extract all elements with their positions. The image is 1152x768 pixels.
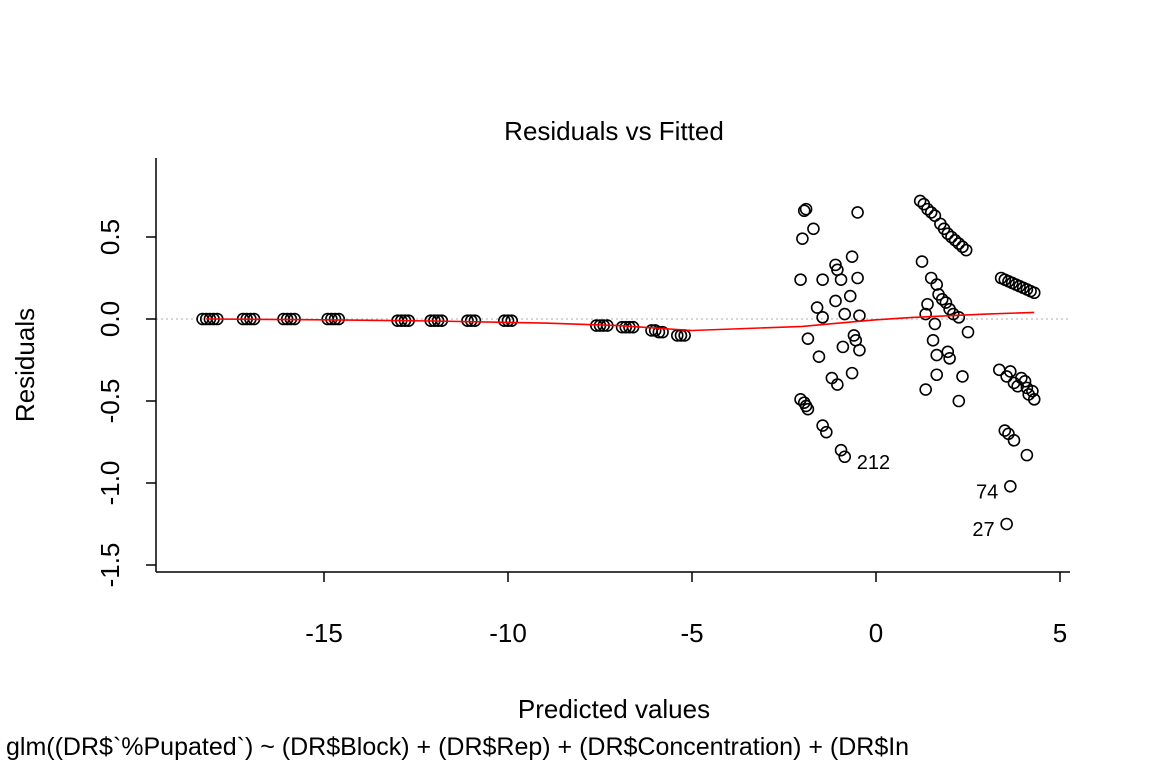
data-point: [926, 334, 940, 347]
data-point: [941, 345, 955, 359]
data-point: [831, 378, 844, 391]
x-tick-label: 0: [869, 618, 883, 648]
data-point: [930, 348, 944, 362]
data-point: [1015, 371, 1028, 385]
data-point: [919, 383, 932, 396]
data-point: [961, 325, 975, 339]
data-point: [328, 312, 342, 326]
data-point: [810, 301, 824, 314]
data-points: [196, 194, 1041, 531]
point-labels: 212 74 27: [857, 452, 999, 541]
x-axis-ticks: -15 -10 -5 0 5: [305, 572, 1067, 648]
data-point: [992, 363, 1006, 377]
data-point: [948, 233, 962, 247]
data-point: [796, 232, 809, 245]
data-point: [812, 350, 826, 364]
data-point: [845, 250, 859, 263]
data-point: [959, 243, 973, 257]
data-point: [816, 419, 829, 432]
data-point: [797, 204, 811, 218]
x-tick-label: -5: [680, 618, 703, 648]
data-point: [799, 202, 813, 216]
y-axis-label: Residuals: [10, 308, 40, 422]
data-point: [956, 240, 969, 254]
data-point: [851, 206, 864, 219]
data-point: [928, 317, 942, 331]
data-point: [656, 325, 669, 339]
y-axis-ticks: -1.5 -1.0 -0.5 0.0 0.5: [95, 219, 156, 587]
data-point: [794, 273, 807, 286]
data-point: [998, 424, 1012, 437]
data-point: [952, 394, 966, 408]
y-tick-label: -1.5: [95, 543, 125, 588]
data-point: [807, 222, 820, 236]
data-point: [829, 294, 842, 308]
data-point: [838, 450, 852, 464]
data-point: [464, 314, 478, 327]
x-axis-label: Predicted values: [518, 694, 710, 724]
data-point: [834, 443, 848, 457]
point-label: 212: [857, 452, 890, 474]
data-point: [1004, 479, 1017, 493]
data-point: [851, 271, 864, 285]
y-tick-label: 0.5: [95, 219, 125, 255]
data-point: [1027, 393, 1041, 406]
data-point: [1007, 434, 1021, 447]
data-point: [801, 332, 815, 345]
data-point: [1027, 286, 1041, 300]
data-point: [332, 312, 346, 326]
data-point: [930, 278, 944, 291]
y-tick-label: -0.5: [95, 379, 125, 424]
data-point: [935, 293, 949, 306]
point-label: 27: [972, 519, 994, 541]
smooth-trend-line: [206, 311, 1035, 332]
x-tick-label: 5: [1053, 618, 1067, 648]
data-point: [501, 314, 515, 327]
x-tick-label: -15: [305, 618, 343, 648]
data-point: [924, 206, 938, 219]
data-point: [930, 368, 944, 382]
y-tick-label: -1.0: [95, 461, 125, 506]
data-point: [801, 402, 815, 416]
data-point: [1018, 375, 1032, 388]
data-point: [913, 194, 927, 208]
data-point: [838, 307, 852, 321]
data-point: [468, 314, 482, 327]
data-point: [834, 273, 848, 286]
data-point: [943, 352, 956, 365]
data-point: [945, 230, 958, 244]
data-point: [505, 314, 518, 327]
chart-title: Residuals vs Fitted: [504, 116, 724, 146]
point-label: 74: [976, 481, 998, 503]
data-point: [952, 311, 966, 324]
data-point: [836, 340, 850, 354]
data-point: [956, 370, 969, 383]
data-point: [816, 311, 829, 324]
data-point: [498, 314, 511, 327]
x-tick-label: -10: [489, 618, 527, 648]
data-point: [325, 312, 338, 326]
y-tick-label: 0.0: [95, 301, 125, 337]
data-point: [915, 255, 929, 268]
data-point: [853, 343, 866, 357]
data-point: [1004, 365, 1017, 378]
data-point: [461, 314, 474, 327]
data-point: [1020, 448, 1034, 462]
data-point: [853, 309, 866, 323]
data-point: [939, 296, 953, 309]
data-point: [1000, 517, 1013, 531]
data-point: [820, 425, 833, 439]
data-point: [845, 366, 859, 380]
data-point: [921, 202, 934, 216]
data-point: [921, 297, 934, 311]
data-point: [843, 289, 857, 303]
data-point: [952, 237, 966, 250]
model-formula-caption: glm((DR$`%Pupated`) ~ (DR$Block) + (DR$R…: [6, 733, 909, 761]
data-point: [941, 227, 955, 241]
data-point: [816, 273, 829, 286]
data-point: [1026, 384, 1039, 398]
data-point: [652, 325, 666, 339]
data-point: [919, 307, 932, 321]
